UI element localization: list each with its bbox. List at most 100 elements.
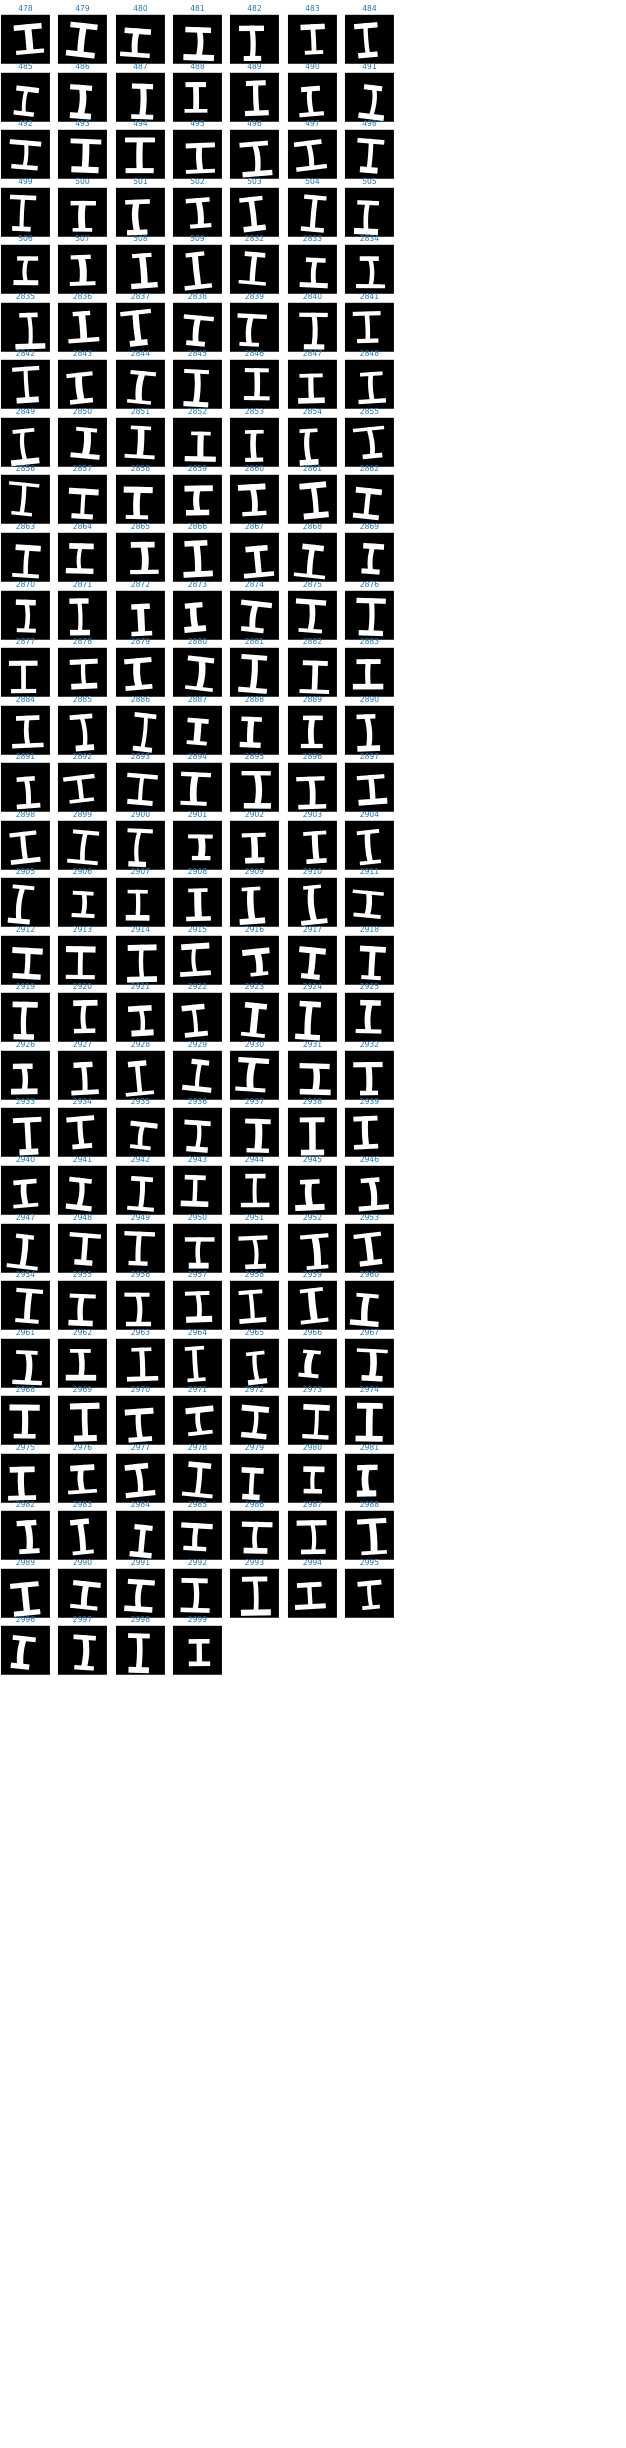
glyph-thumbnail (344, 1223, 394, 1273)
glyph-thumbnail (115, 1511, 165, 1561)
sample-label: 2872 (130, 580, 150, 589)
sample-cell: 2890 (343, 695, 396, 757)
glyph-thumbnail (344, 1453, 394, 1503)
sample-cell: 2832 (228, 234, 281, 296)
sample-label: 2968 (15, 1385, 36, 1395)
glyph-thumbnail (172, 878, 222, 928)
glyph-thumbnail (58, 647, 108, 697)
letter-i-icon (349, 1292, 379, 1328)
sample-label: 489 (247, 62, 262, 71)
sample-cell: 2913 (56, 925, 109, 987)
sample-cell: 2958 (228, 1270, 281, 1332)
glyph-thumbnail (344, 993, 394, 1043)
letter-i-icon (180, 771, 211, 807)
glyph-thumbnail (115, 762, 165, 812)
glyph-thumbnail (115, 1338, 165, 1388)
letter-i-icon (238, 251, 267, 286)
sample-label: 2942 (130, 1155, 150, 1165)
letter-i-icon (68, 1293, 97, 1327)
sample-cell: 2928 (113, 1040, 166, 1102)
sample-cell: 2940 (0, 1155, 52, 1217)
glyph-thumbnail (115, 1626, 165, 1676)
glyph-thumbnail (58, 1050, 108, 1100)
sample-label: 2985 (187, 1501, 207, 1510)
sample-label: 486 (75, 62, 90, 71)
letter-i-icon (352, 659, 384, 690)
letter-i-icon (66, 945, 96, 980)
glyph-thumbnail (115, 935, 165, 985)
sample-cell: 2930 (228, 1040, 281, 1102)
glyph-thumbnail (230, 72, 280, 122)
sample-cell: 2941 (56, 1155, 109, 1217)
sample-label: 2961 (15, 1328, 36, 1338)
letter-i-icon (73, 1634, 97, 1672)
sample-cell: 2985 (171, 1500, 224, 1562)
sample-cell: 2849 (0, 407, 52, 469)
letter-i-icon (123, 1230, 155, 1266)
sample-cell: 2987 (285, 1500, 338, 1562)
sample-label: 484 (362, 4, 377, 14)
glyph-thumbnail (287, 705, 337, 755)
letter-i-icon (66, 542, 95, 574)
sample-label: 2852 (187, 407, 207, 417)
glyph-thumbnail (115, 1223, 165, 1273)
sample-label: 2947 (15, 1213, 36, 1222)
letter-i-icon (356, 713, 381, 752)
sample-label: 2988 (359, 1501, 379, 1510)
glyph-thumbnail (172, 1568, 222, 1618)
sample-label: 2834 (359, 234, 379, 244)
sample-cell: 2962 (56, 1328, 109, 1390)
glyph-thumbnail (287, 762, 337, 812)
letter-i-icon (302, 830, 327, 864)
sample-cell: 2946 (343, 1155, 396, 1217)
glyph-thumbnail (230, 187, 280, 237)
sample-label: 2863 (15, 522, 36, 532)
sample-label: 2874 (244, 580, 265, 589)
letter-i-icon (129, 541, 159, 575)
sample-label: 2972 (244, 1385, 265, 1395)
letter-i-icon (119, 308, 151, 347)
letter-i-icon (300, 194, 327, 233)
sample-label: 505 (362, 177, 377, 187)
glyph-thumbnail (230, 129, 280, 179)
sample-cell: 2836 (56, 292, 109, 354)
glyph-thumbnail (0, 475, 50, 525)
sample-cell: 2843 (56, 349, 109, 411)
glyph-thumbnail (115, 129, 165, 179)
sample-cell: 2915 (171, 925, 224, 987)
letter-i-icon (300, 715, 323, 748)
sample-label: 2888 (244, 695, 265, 704)
letter-i-icon (71, 890, 95, 919)
glyph-thumbnail (344, 72, 394, 122)
glyph-thumbnail (58, 244, 108, 294)
glyph-thumbnail (172, 705, 222, 755)
letter-i-icon (180, 1174, 209, 1208)
letter-i-icon (242, 947, 270, 977)
sample-label: 485 (18, 62, 33, 71)
sample-label: 2875 (302, 580, 322, 589)
letter-i-icon (241, 832, 266, 864)
letter-i-icon (129, 1121, 158, 1151)
sample-cell: 2840 (285, 292, 338, 354)
sample-cell: 2998 (113, 1615, 166, 1677)
glyph-thumbnail (0, 878, 50, 928)
glyph-thumbnail (230, 1165, 280, 1215)
glyph-thumbnail (58, 417, 108, 467)
sample-label: 504 (304, 177, 320, 187)
letter-i-icon (126, 772, 158, 807)
sample-label: 2989 (15, 1558, 36, 1568)
glyph-thumbnail (230, 647, 280, 697)
sample-cell: 2834 (343, 234, 396, 296)
sample-label: 2971 (187, 1385, 207, 1395)
glyph-thumbnail (58, 187, 108, 237)
sample-label: 2938 (302, 1098, 322, 1107)
sample-label: 2845 (187, 350, 207, 359)
letter-i-icon (9, 1404, 40, 1439)
sample-label: 2891 (15, 752, 36, 762)
glyph-thumbnail (287, 72, 337, 122)
sample-label: 2974 (359, 1385, 379, 1395)
glyph-thumbnail (58, 762, 108, 812)
sample-cell: 478 (0, 4, 52, 66)
glyph-thumbnail (172, 417, 222, 467)
glyph-thumbnail (58, 878, 108, 928)
